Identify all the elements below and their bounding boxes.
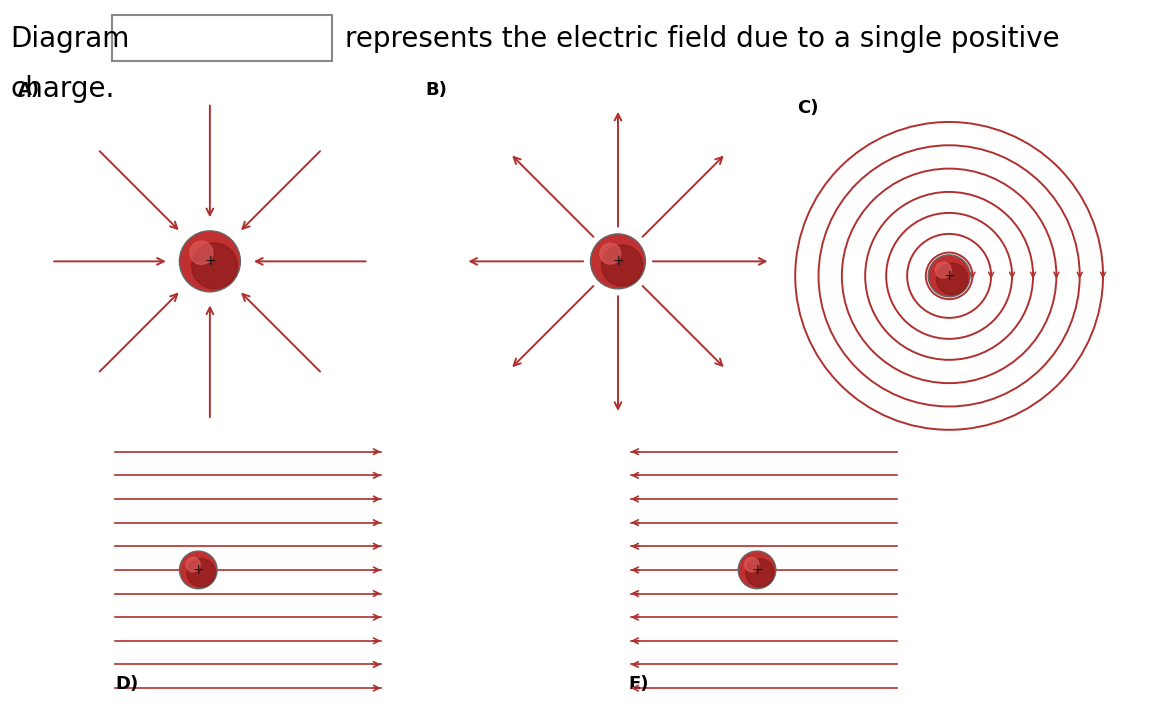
Text: A): A): [17, 81, 40, 99]
Circle shape: [590, 234, 646, 289]
Text: +: +: [204, 254, 216, 269]
Circle shape: [190, 241, 213, 264]
Text: +: +: [943, 269, 955, 283]
Text: B): B): [426, 81, 448, 99]
Circle shape: [928, 255, 970, 297]
Circle shape: [746, 558, 774, 587]
Text: D): D): [115, 675, 139, 693]
Circle shape: [180, 551, 217, 589]
Text: Diagram: Diagram: [10, 25, 129, 53]
Circle shape: [185, 558, 201, 572]
Circle shape: [602, 245, 642, 286]
Circle shape: [745, 558, 759, 572]
Text: +: +: [192, 563, 204, 577]
Circle shape: [187, 558, 216, 587]
Circle shape: [935, 262, 951, 278]
Circle shape: [191, 243, 238, 289]
Text: represents the electric field due to a single positive: represents the electric field due to a s…: [345, 25, 1060, 53]
Circle shape: [599, 243, 620, 264]
Circle shape: [180, 231, 240, 292]
Text: +: +: [612, 254, 624, 269]
Circle shape: [936, 264, 968, 295]
Text: C): C): [798, 99, 819, 117]
Text: E): E): [628, 675, 648, 693]
Circle shape: [738, 551, 775, 589]
Text: charge.: charge.: [10, 76, 115, 103]
Text: +: +: [751, 563, 763, 577]
FancyBboxPatch shape: [112, 15, 332, 61]
